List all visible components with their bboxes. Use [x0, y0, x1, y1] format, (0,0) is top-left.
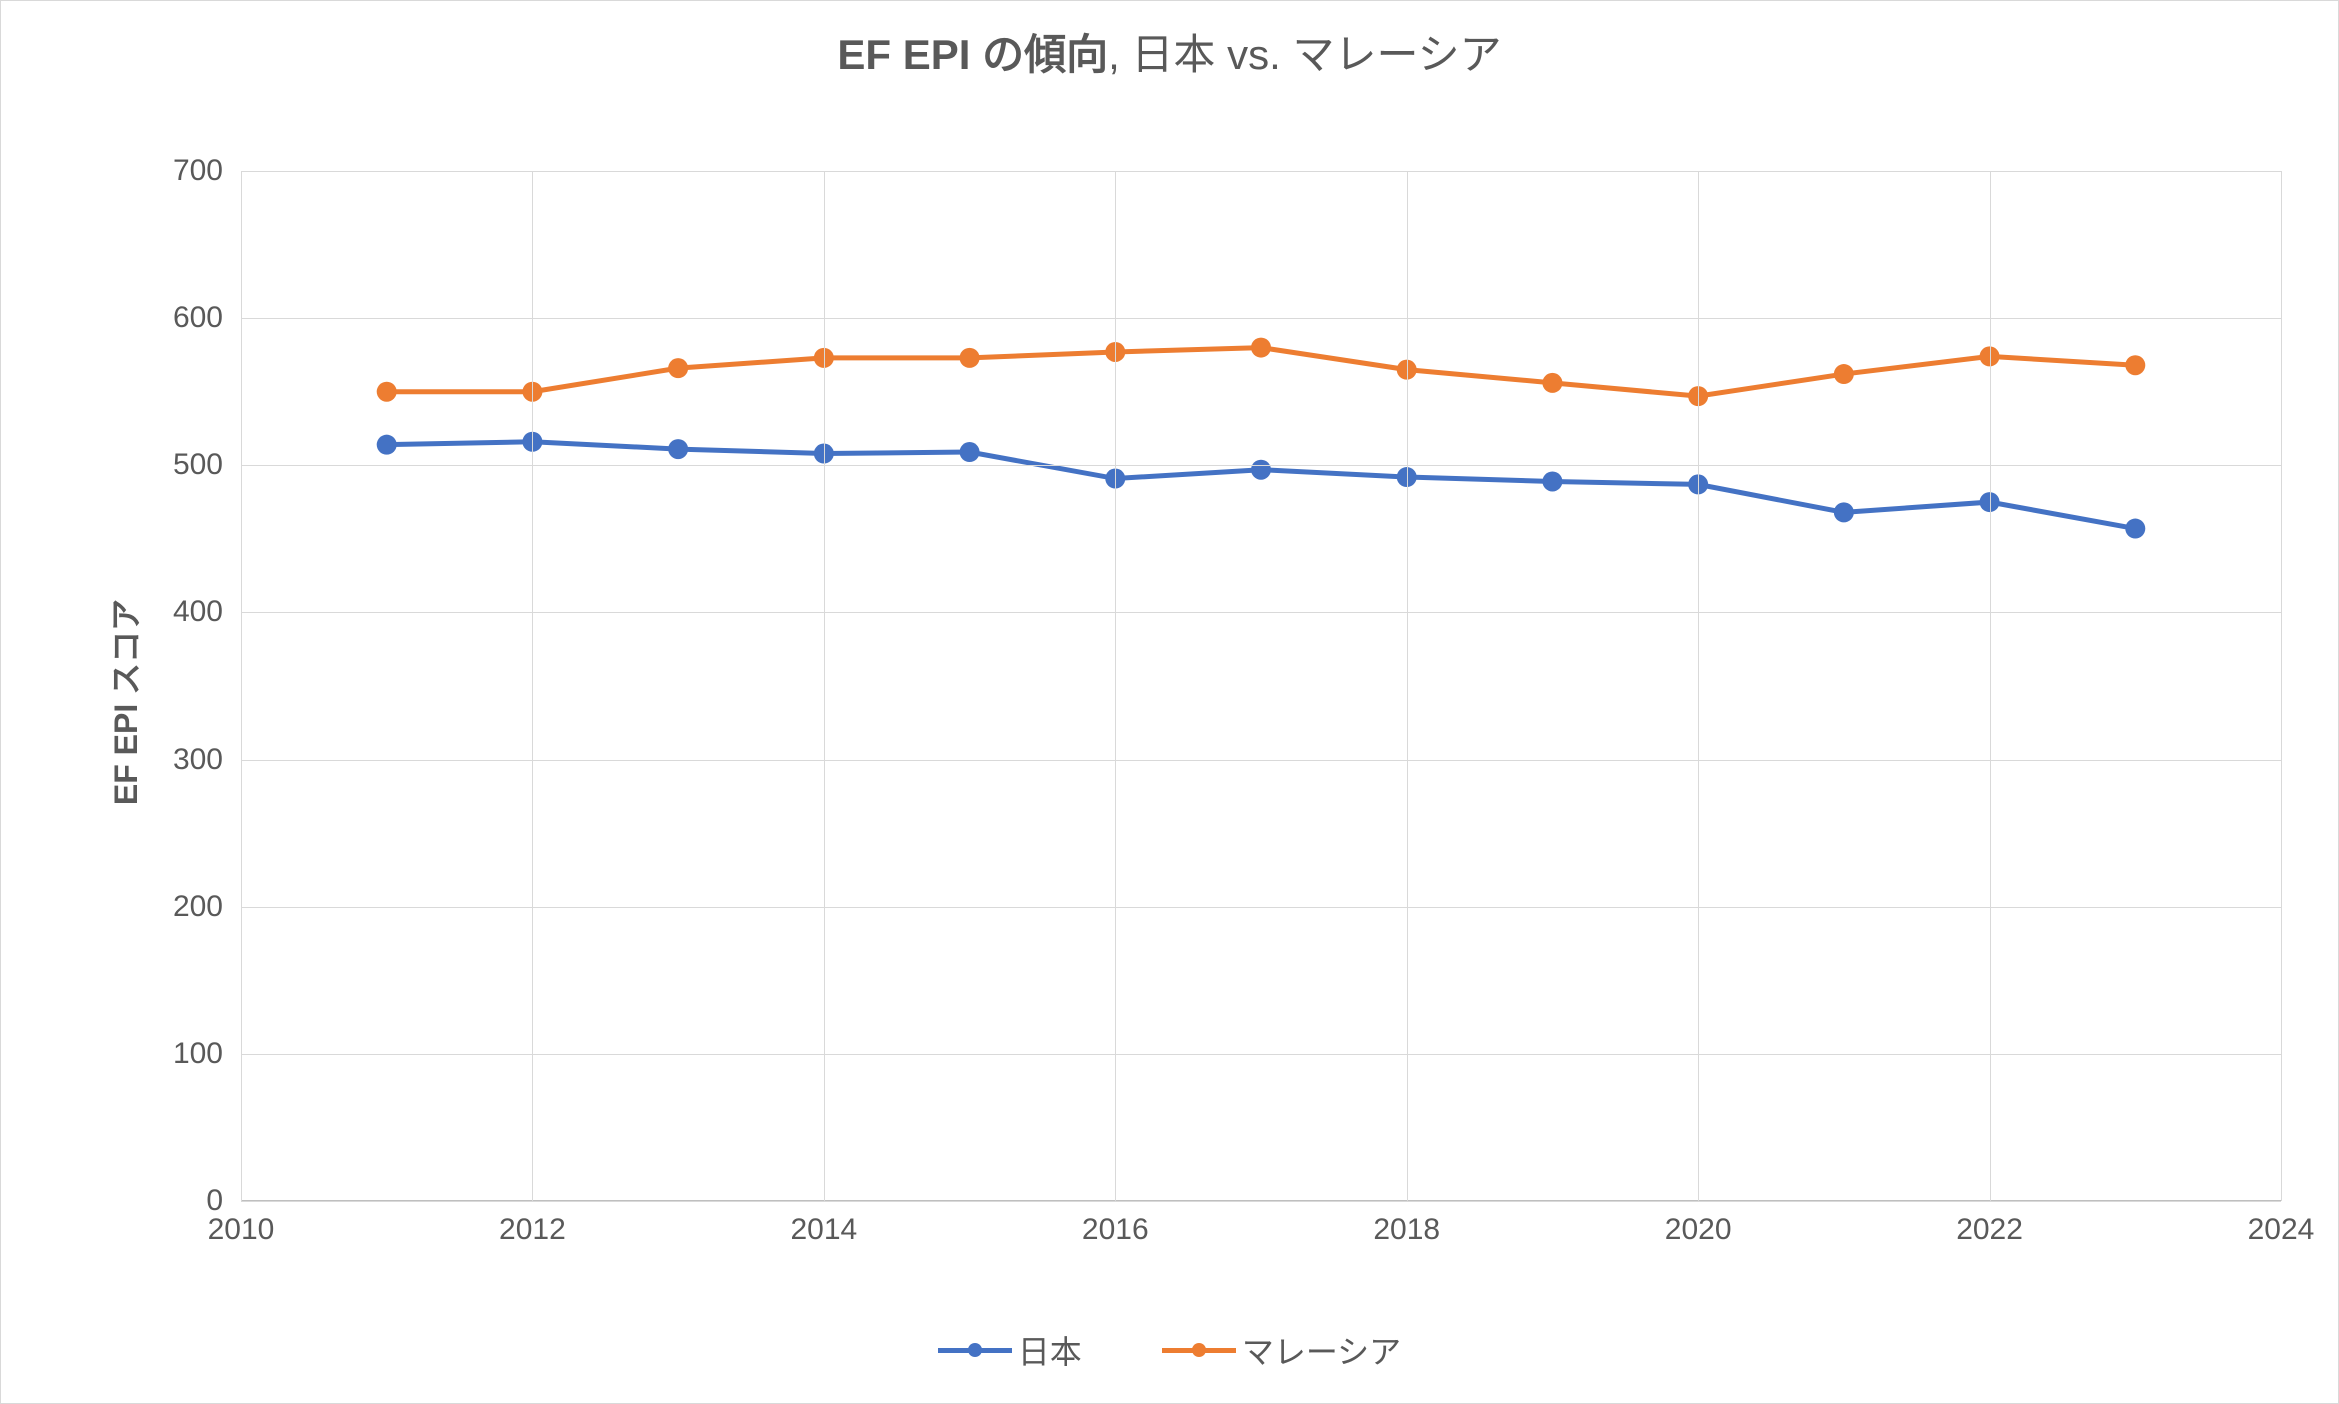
gridline-h — [241, 1054, 2281, 1055]
data-marker — [2125, 355, 2145, 375]
y-tick-label: 200 — [173, 890, 241, 924]
y-tick-label: 500 — [173, 448, 241, 482]
x-tick-label: 2016 — [1082, 1201, 1149, 1247]
x-tick-label: 2014 — [790, 1201, 857, 1247]
gridline-v — [1990, 171, 1991, 1201]
gridline-v — [1115, 171, 1116, 1201]
chart-container: EF EPI の傾向, 日本 vs. マレーシア EF EPI スコア 2010… — [0, 0, 2339, 1404]
data-marker — [1542, 373, 1562, 393]
gridline-h — [241, 907, 2281, 908]
data-marker — [377, 435, 397, 455]
data-marker — [960, 348, 980, 368]
legend-marker-icon — [1192, 1343, 1206, 1357]
gridline-v — [241, 171, 242, 1201]
x-tick-label: 2018 — [1373, 1201, 1440, 1247]
chart-title: EF EPI の傾向, 日本 vs. マレーシア — [1, 21, 2338, 82]
data-marker — [1542, 471, 1562, 491]
y-tick-label: 700 — [173, 154, 241, 188]
legend-swatch — [1162, 1340, 1236, 1360]
y-tick-label: 100 — [173, 1037, 241, 1071]
gridline-h — [241, 760, 2281, 761]
x-tick-label: 2012 — [499, 1201, 566, 1247]
gridline-h — [241, 465, 2281, 466]
gridline-h — [241, 612, 2281, 613]
chart-title-bold: EF EPI の傾向 — [837, 31, 1108, 78]
data-marker — [960, 442, 980, 462]
gridline-h — [241, 1201, 2281, 1202]
y-tick-label: 300 — [173, 743, 241, 777]
gridline-v — [2281, 171, 2282, 1201]
y-axis-label: EF EPI スコア — [101, 599, 147, 805]
chart-title-rest: , 日本 vs. マレーシア — [1108, 31, 1502, 78]
data-marker — [377, 382, 397, 402]
data-marker — [1834, 502, 1854, 522]
gridline-v — [1698, 171, 1699, 1201]
data-marker — [1834, 364, 1854, 384]
data-marker — [668, 439, 688, 459]
x-tick-label: 2020 — [1665, 1201, 1732, 1247]
plot-area: 2010201220142016201820202022202401002003… — [241, 171, 2281, 1201]
gridline-v — [824, 171, 825, 1201]
data-marker — [668, 358, 688, 378]
gridline-v — [532, 171, 533, 1201]
chart-lines-svg — [241, 171, 2281, 1201]
legend-swatch — [938, 1340, 1012, 1360]
y-tick-label: 400 — [173, 595, 241, 629]
legend-label: マレーシア — [1242, 1327, 1401, 1373]
gridline-h — [241, 318, 2281, 319]
legend-item: 日本 — [938, 1327, 1082, 1373]
data-marker — [1251, 338, 1271, 358]
data-marker — [2125, 519, 2145, 539]
series-line — [387, 442, 2136, 529]
legend-item: マレーシア — [1162, 1327, 1401, 1373]
x-tick-label: 2024 — [2248, 1201, 2315, 1247]
legend: 日本 マレーシア — [1, 1327, 2338, 1373]
x-tick-label: 2022 — [1956, 1201, 2023, 1247]
legend-label: 日本 — [1018, 1327, 1082, 1373]
legend-marker-icon — [968, 1343, 982, 1357]
y-tick-label: 600 — [173, 301, 241, 335]
data-marker — [1251, 460, 1271, 480]
gridline-v — [1407, 171, 1408, 1201]
gridline-h — [241, 171, 2281, 172]
y-tick-label: 0 — [206, 1184, 241, 1218]
